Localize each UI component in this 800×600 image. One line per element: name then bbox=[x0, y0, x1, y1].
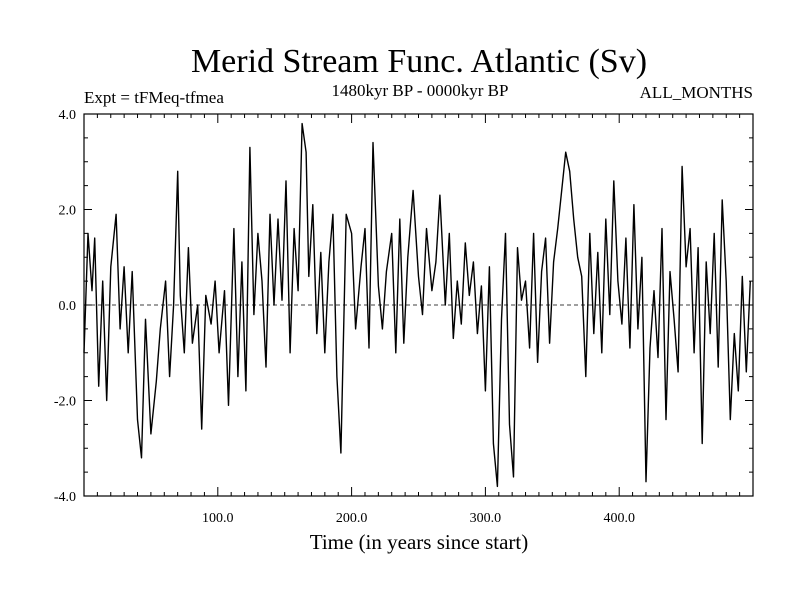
chart-subtitle: 1480kyr BP - 0000kyr BP bbox=[332, 81, 509, 100]
y-tick-label: -4.0 bbox=[54, 490, 76, 505]
y-tick-label: 4.0 bbox=[59, 108, 77, 123]
x-axis-label: Time (in years since start) bbox=[310, 530, 529, 554]
x-tick-label: 200.0 bbox=[336, 511, 368, 526]
y-tick-label: 0.0 bbox=[59, 299, 77, 314]
x-tick-label: 400.0 bbox=[603, 511, 635, 526]
chart-title: Merid Stream Func. Atlantic (Sv) bbox=[191, 43, 647, 80]
y-tick-label: 2.0 bbox=[59, 204, 77, 219]
series-line bbox=[83, 122, 751, 488]
plot-area: 4.0 2.0 0.0 -2.0 -4.0 100.0 200.0 300.0 400.0 bbox=[54, 108, 754, 526]
chart-experiment-label: Expt = tFMeq-tfmea bbox=[84, 88, 224, 107]
x-tick-label: 300.0 bbox=[470, 511, 502, 526]
chart-season-label: ALL_MONTHS bbox=[640, 83, 753, 102]
y-tick-label: -2.0 bbox=[54, 395, 76, 410]
x-tick-label: 100.0 bbox=[202, 511, 234, 526]
